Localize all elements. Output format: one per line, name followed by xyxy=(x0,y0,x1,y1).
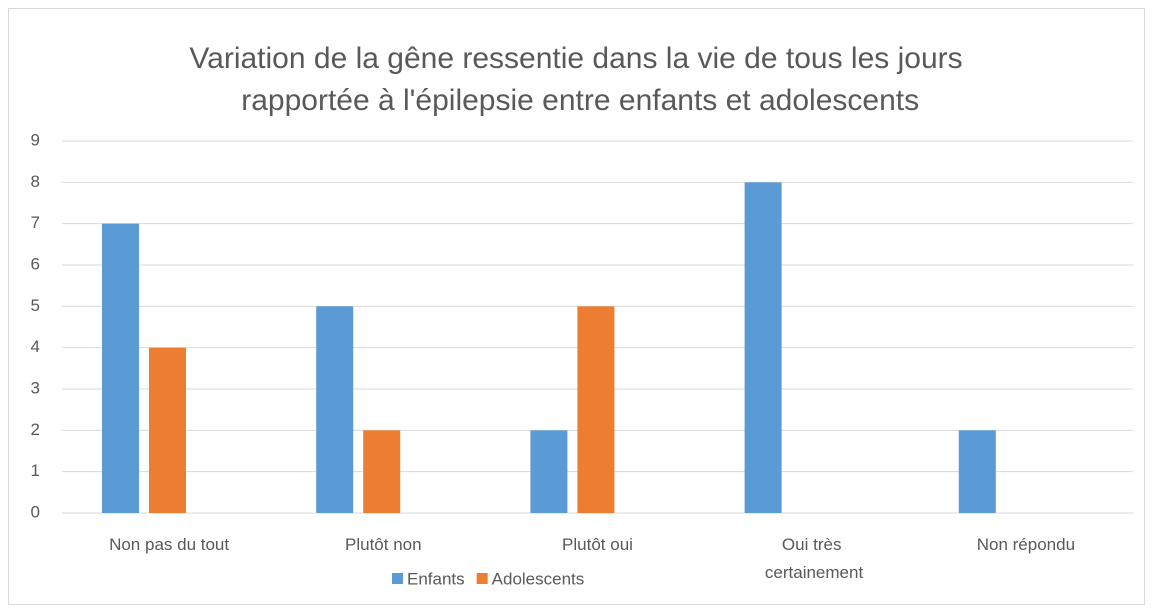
x-tick-label: Plutôt oui xyxy=(562,535,633,554)
y-tick-label: 9 xyxy=(31,130,40,149)
y-tick-label: 7 xyxy=(31,213,40,232)
x-tick-label: Plutôt non xyxy=(345,535,422,554)
bar xyxy=(577,306,615,513)
bar xyxy=(102,223,139,513)
y-tick-label: 2 xyxy=(31,420,40,439)
bar xyxy=(744,182,782,514)
bar xyxy=(149,347,186,513)
y-tick-label: 6 xyxy=(31,254,40,273)
y-tick-label: 5 xyxy=(31,296,40,315)
y-tick-label: 8 xyxy=(31,172,40,191)
y-tick-label: 1 xyxy=(31,461,40,480)
bar xyxy=(958,430,996,513)
legend-swatch xyxy=(476,573,488,584)
x-tick-label: Non pas du tout xyxy=(109,535,229,554)
x-tick-label: Oui très certainement xyxy=(760,535,863,582)
bar xyxy=(316,306,354,513)
legend-label: Enfants xyxy=(407,569,465,588)
legend-label: Adolescents xyxy=(492,569,585,588)
y-tick-label: 0 xyxy=(31,502,40,521)
bar xyxy=(530,430,568,513)
bar xyxy=(363,430,401,513)
legend-swatch xyxy=(392,573,403,584)
chart-title: Variation de la gêne ressentie dans la v… xyxy=(189,42,962,117)
y-tick-label: 3 xyxy=(31,378,40,397)
y-tick-label: 4 xyxy=(31,337,40,356)
x-tick-label: Non répondu xyxy=(977,535,1075,554)
